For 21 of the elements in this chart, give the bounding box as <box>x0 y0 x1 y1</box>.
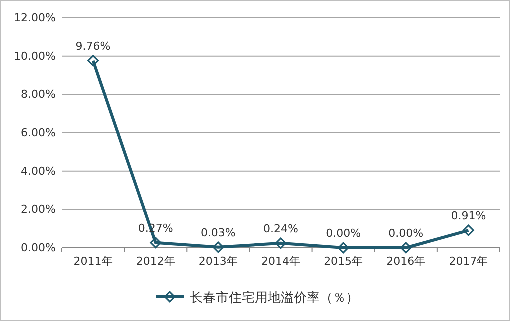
legend-label: 长春市住宅用地溢价率（％） <box>190 290 359 306</box>
y-tick-label: 8.00% <box>21 88 56 102</box>
data-label: 0.00% <box>388 227 424 240</box>
y-tick-label: 0.00% <box>21 242 56 254</box>
y-tick-label: 12.00% <box>14 12 56 24</box>
x-tick-label: 2014年 <box>262 255 300 268</box>
y-tick-label: 6.00% <box>21 126 56 140</box>
y-tick-label: 10.00% <box>14 50 56 63</box>
data-label: 0.03% <box>200 226 236 240</box>
data-label: 0.24% <box>264 222 298 236</box>
data-label: 9.76% <box>76 40 111 53</box>
x-tick-label: 2016年 <box>386 255 426 268</box>
y-tick-label: 2.00% <box>21 203 56 216</box>
x-tick-label: 2013年 <box>198 255 238 268</box>
data-label: 0.00% <box>326 227 362 240</box>
y-tick-label: 4.00% <box>21 164 56 178</box>
x-tick-label: 2012年 <box>136 255 176 268</box>
x-tick-label: 2015年 <box>324 255 364 268</box>
data-label: 0.91% <box>451 210 486 223</box>
x-tick-label: 2017年 <box>449 255 488 268</box>
x-tick-label: 2011年 <box>74 255 113 268</box>
